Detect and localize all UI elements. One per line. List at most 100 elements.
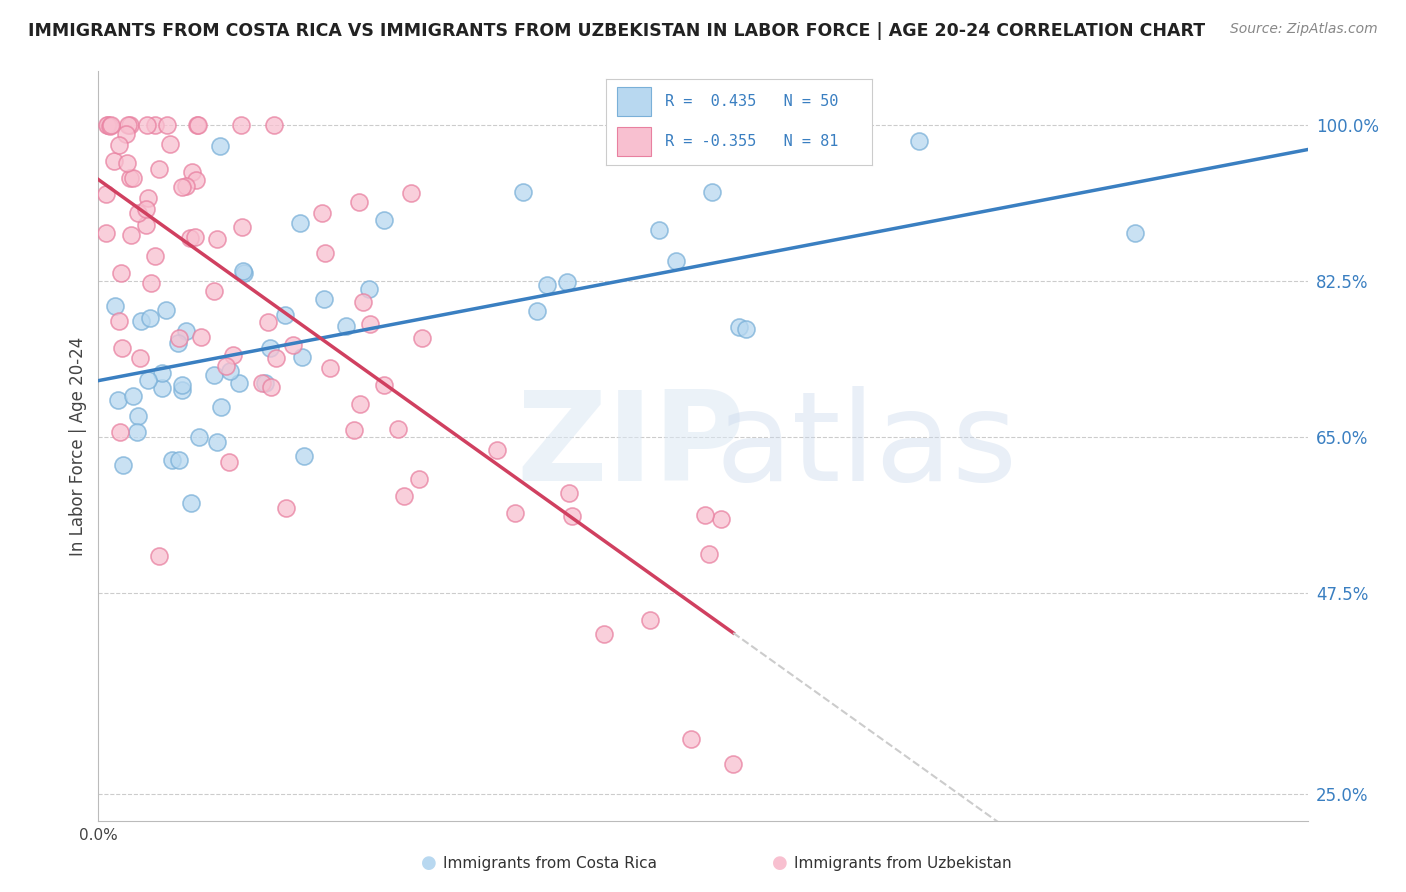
Point xyxy=(1123,226,1146,240)
Point xyxy=(160,452,183,467)
Point xyxy=(257,315,280,329)
Point xyxy=(503,506,526,520)
Text: ZIP: ZIP xyxy=(516,385,745,507)
Point xyxy=(104,299,127,313)
Point xyxy=(100,118,122,132)
Point xyxy=(118,118,141,132)
Point xyxy=(139,310,162,325)
Text: Immigrants from Costa Rica: Immigrants from Costa Rica xyxy=(443,856,657,871)
Point xyxy=(700,185,723,199)
Text: atlas: atlas xyxy=(716,385,1018,507)
Point xyxy=(145,249,167,263)
Point xyxy=(111,458,134,472)
Point xyxy=(110,266,132,280)
Point xyxy=(347,195,370,210)
Point xyxy=(638,613,661,627)
Point xyxy=(555,275,578,289)
Point xyxy=(359,317,381,331)
Point xyxy=(679,731,702,746)
Point xyxy=(250,376,273,391)
Point xyxy=(343,423,366,437)
Point xyxy=(135,218,157,232)
Point xyxy=(697,547,720,561)
Point xyxy=(118,171,141,186)
Point xyxy=(205,435,228,450)
Point xyxy=(218,364,240,378)
Point xyxy=(274,309,297,323)
Point xyxy=(259,341,281,355)
Point xyxy=(120,228,142,243)
Point xyxy=(392,489,415,503)
Point xyxy=(276,501,298,516)
Point xyxy=(233,266,256,280)
Point xyxy=(387,422,409,436)
Point xyxy=(107,138,129,153)
Point xyxy=(111,341,134,355)
Point xyxy=(148,161,170,176)
Point xyxy=(174,324,197,338)
Point xyxy=(311,206,333,220)
Point xyxy=(723,756,745,771)
Point xyxy=(96,187,118,202)
Text: Immigrants from Uzbekistan: Immigrants from Uzbekistan xyxy=(794,856,1012,871)
Point xyxy=(228,376,250,390)
Point xyxy=(232,264,254,278)
Point xyxy=(221,348,243,362)
Point xyxy=(167,452,190,467)
Point xyxy=(186,118,208,132)
Point xyxy=(202,368,225,382)
Point xyxy=(125,425,148,439)
Text: Source: ZipAtlas.com: Source: ZipAtlas.com xyxy=(1230,22,1378,37)
Point xyxy=(647,223,669,237)
Point xyxy=(292,449,315,463)
Point xyxy=(96,118,118,132)
Text: ●: ● xyxy=(772,855,789,872)
Point xyxy=(335,318,357,333)
Point xyxy=(108,425,131,440)
Point xyxy=(127,409,149,424)
Point xyxy=(735,321,758,335)
Point xyxy=(209,138,232,153)
Point xyxy=(710,512,733,526)
Point xyxy=(231,220,253,235)
Point xyxy=(260,379,283,393)
Point xyxy=(129,314,152,328)
Point xyxy=(349,397,371,411)
Point xyxy=(314,245,336,260)
Point xyxy=(264,351,287,366)
Point xyxy=(373,212,395,227)
Point xyxy=(205,232,228,246)
Point xyxy=(179,496,201,510)
Point xyxy=(150,366,173,380)
Point xyxy=(352,295,374,310)
Point xyxy=(187,430,209,444)
Point xyxy=(291,351,314,365)
Point xyxy=(486,442,509,457)
Point xyxy=(695,508,717,522)
Point xyxy=(908,135,931,149)
Point xyxy=(135,118,157,132)
Point xyxy=(156,118,179,132)
Point xyxy=(190,330,212,344)
Point xyxy=(357,282,380,296)
Point xyxy=(172,180,194,194)
Point xyxy=(107,393,129,408)
Point xyxy=(103,153,125,168)
Point xyxy=(143,118,166,132)
Text: ●: ● xyxy=(420,855,437,872)
Point xyxy=(150,381,173,395)
Point xyxy=(288,216,311,230)
Point xyxy=(167,331,190,345)
Point xyxy=(536,277,558,292)
Point xyxy=(135,202,157,216)
Point xyxy=(263,118,285,132)
Point xyxy=(166,335,188,350)
Point xyxy=(184,230,207,244)
Point xyxy=(665,253,688,268)
Point xyxy=(117,118,139,132)
Point xyxy=(121,389,143,403)
Point xyxy=(373,377,395,392)
Point xyxy=(512,185,534,199)
Point xyxy=(108,314,131,328)
Point xyxy=(179,230,201,244)
